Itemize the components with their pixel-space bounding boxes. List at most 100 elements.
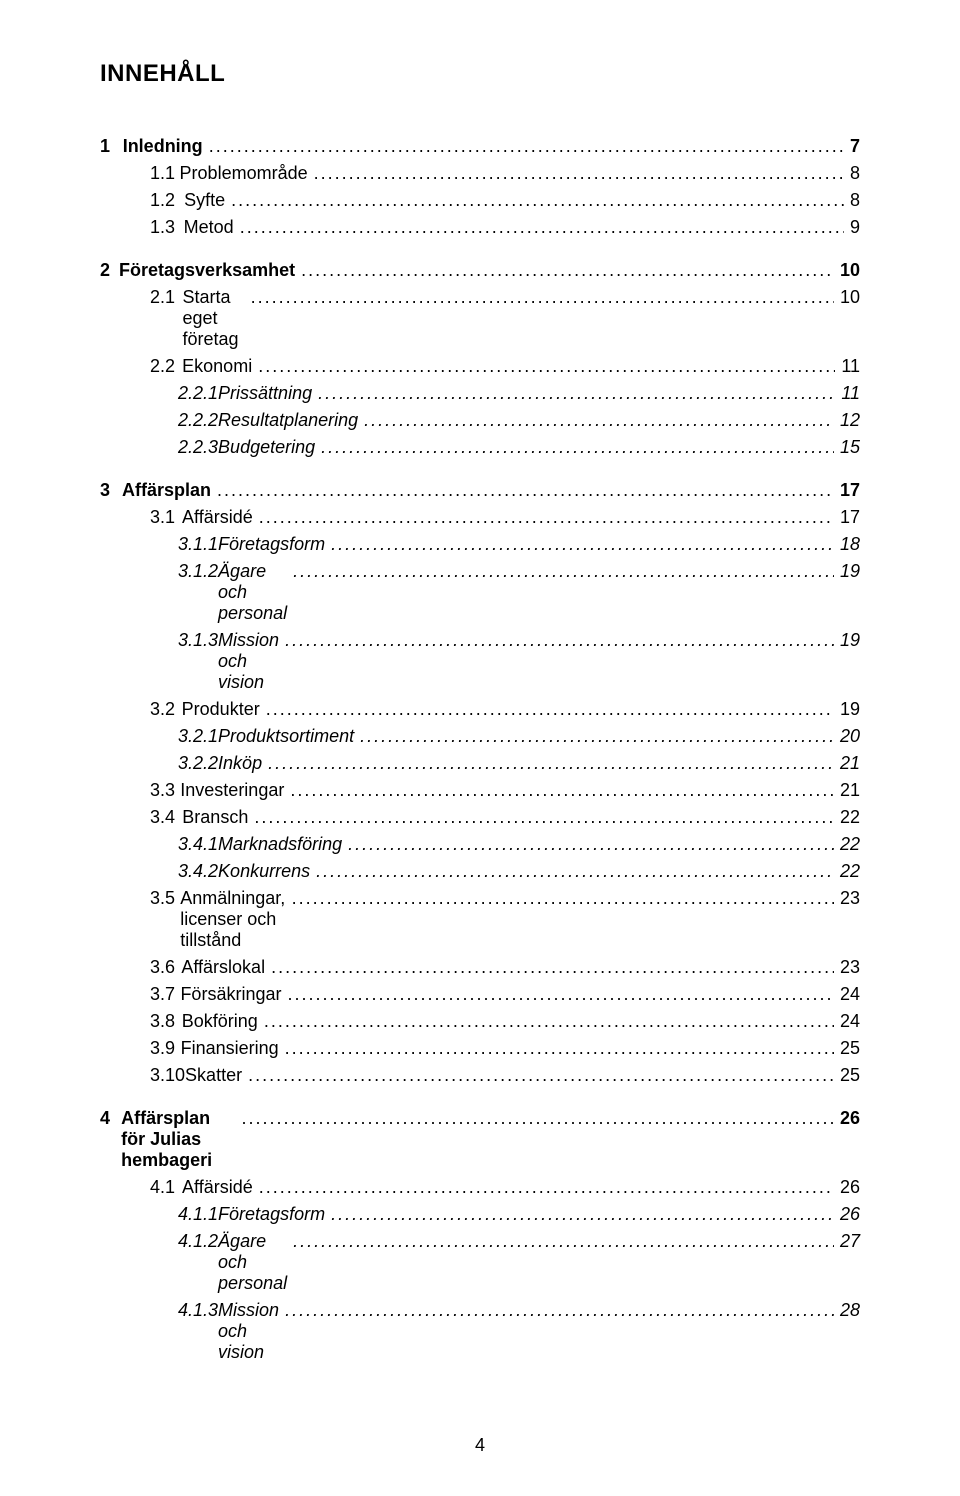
toc-entry-page: 25: [840, 1038, 860, 1059]
toc-entry-label: Företagsform: [218, 1204, 325, 1225]
toc-entry-page: 11: [841, 383, 860, 404]
toc-entry: 2.2.1Prissättning11: [100, 383, 860, 404]
toc-entry: 3.1.3Mission och vision19: [100, 630, 860, 693]
toc-entry-page: 8: [850, 190, 860, 211]
toc-entry-page: 17: [840, 480, 860, 501]
toc-entry-number: 2.2.3: [178, 437, 218, 458]
toc-entry-page: 21: [840, 780, 860, 801]
toc-leader-dots: [231, 190, 844, 211]
toc-entry-number: 4.1.2: [178, 1231, 218, 1252]
toc-entry: 2.2Ekonomi11: [100, 356, 860, 377]
toc-entry-label: Finansiering: [181, 1038, 279, 1059]
toc-entry: 3.1.2Ägare och personal19: [100, 561, 860, 624]
toc-entry-number: 2.1: [150, 287, 183, 308]
toc-entry: 2.2.2Resultatplanering12: [100, 410, 860, 431]
toc-leader-dots: [240, 217, 844, 238]
toc-entry-number: 3.4.1: [178, 834, 218, 855]
toc-entry: 3.4.2Konkurrens 22: [100, 861, 860, 882]
toc-entry-label: Skatter: [185, 1065, 242, 1086]
toc-leader-dots: [321, 437, 834, 458]
toc-leader-dots: [264, 1011, 834, 1032]
toc-entry-number: 3.9: [150, 1038, 181, 1059]
toc-entry-label: Metod: [184, 217, 234, 238]
toc-entry-page: 19: [840, 630, 860, 651]
toc-leader-dots: [293, 1231, 834, 1252]
toc-leader-dots: [301, 260, 834, 281]
toc-entry-number: 3.7: [150, 984, 180, 1005]
toc-entry: 3.6Affärslokal 23: [100, 957, 860, 978]
toc-entry-page: 21: [840, 753, 860, 774]
toc-leader-dots: [285, 1300, 834, 1321]
toc-entry-number: 3.2.1: [178, 726, 218, 747]
toc-entry-number: 3.1.2: [178, 561, 218, 582]
toc-entry: 3.4.1Marknadsföring22: [100, 834, 860, 855]
toc-entry-number: 3.4: [150, 807, 182, 828]
toc-leader-dots: [287, 984, 834, 1005]
toc-entry-number: 2.2.1: [178, 383, 218, 404]
toc-entry-label: Mission och vision: [218, 1300, 279, 1363]
toc-leader-dots: [241, 1108, 834, 1129]
toc-entry: 3.10Skatter 25: [100, 1065, 860, 1086]
toc-entry-page: 26: [840, 1177, 860, 1198]
toc-entry: 3.7Försäkringar24: [100, 984, 860, 1005]
toc-entry: 1Inledning7: [100, 136, 860, 157]
page-number: 4: [0, 1435, 960, 1456]
toc-entry-number: 4: [100, 1108, 121, 1129]
toc-entry-number: 1.1: [150, 163, 180, 184]
toc-leader-dots: [268, 753, 834, 774]
toc-entry-number: 1.3: [150, 217, 184, 238]
toc-leader-dots: [318, 383, 835, 404]
toc-entry-label: Resultatplanering: [218, 410, 358, 431]
toc-leader-dots: [331, 1204, 834, 1225]
toc-entry: 3.5Anmälningar, licenser och tillstånd23: [100, 888, 860, 951]
toc-entry: 3.2.2Inköp21: [100, 753, 860, 774]
toc-list: 1Inledning7 1.1Problemområde8 1.2Syfte8 1.3…: [100, 136, 860, 1363]
toc-leader-dots: [364, 410, 834, 431]
toc-entry-number: 2.2: [150, 356, 182, 377]
document-page: INNEHÅLL 1Inledning71.1Problemområde81.2…: [0, 0, 960, 1496]
toc-leader-dots: [292, 888, 834, 909]
toc-entry-page: 18: [840, 534, 860, 555]
toc-leader-dots: [293, 561, 834, 582]
toc-entry-page: 26: [840, 1108, 860, 1129]
toc-leader-dots: [331, 534, 834, 555]
toc-entry: 1.2Syfte8: [100, 190, 860, 211]
toc-entry-page: 25: [840, 1065, 860, 1086]
toc-entry-page: 27: [840, 1231, 860, 1252]
toc-entry-page: 23: [840, 957, 860, 978]
toc-entry-number: 3.10: [150, 1065, 185, 1086]
toc-entry-number: 3.5: [150, 888, 180, 909]
toc-entry: 3.9Finansiering 25: [100, 1038, 860, 1059]
toc-leader-dots: [285, 1038, 834, 1059]
toc-entry-label: Anmälningar, licenser och tillstånd: [180, 888, 285, 951]
toc-entry-label: Affärslokal: [181, 957, 265, 978]
toc-entry-page: 10: [840, 287, 860, 308]
toc-entry-label: Konkurrens: [218, 861, 310, 882]
toc-entry: 4.1Affärsidé 26: [100, 1177, 860, 1198]
toc-entry-number: 3.1.1: [178, 534, 218, 555]
toc-entry: 3.2.1Produktsortiment20: [100, 726, 860, 747]
toc-entry-number: 3.2.2: [178, 753, 218, 774]
toc-entry-label: Affärsidé: [182, 1177, 253, 1198]
toc-entry-page: 28: [840, 1300, 860, 1321]
toc-entry: 3.1.1Företagsform18: [100, 534, 860, 555]
toc-entry: 3Affärsplan17: [100, 480, 860, 501]
toc-entry-number: 3.6: [150, 957, 181, 978]
toc-entry-label: Starta eget företag: [183, 287, 245, 350]
toc-leader-dots: [217, 480, 834, 501]
toc-entry-page: 24: [840, 1011, 860, 1032]
toc-entry-number: 3.2: [150, 699, 182, 720]
toc-entry: 4Affärsplan för Julias hembageri26: [100, 1108, 860, 1171]
toc-entry: 1.1Problemområde8: [100, 163, 860, 184]
toc-entry-page: 17: [840, 507, 860, 528]
toc-leader-dots: [259, 1177, 834, 1198]
toc-entry-number: 3: [100, 480, 122, 501]
toc-entry-number: 4.1.1: [178, 1204, 218, 1225]
toc-entry-label: Inledning: [123, 136, 203, 157]
toc-entry-label: Företagsverksamhet: [119, 260, 295, 281]
toc-entry-number: 3.4.2: [178, 861, 218, 882]
toc-entry-number: 4.1: [150, 1177, 182, 1198]
toc-entry-page: 22: [840, 861, 860, 882]
toc-entry: 3.2Produkter19: [100, 699, 860, 720]
toc-entry-page: 15: [840, 437, 860, 458]
